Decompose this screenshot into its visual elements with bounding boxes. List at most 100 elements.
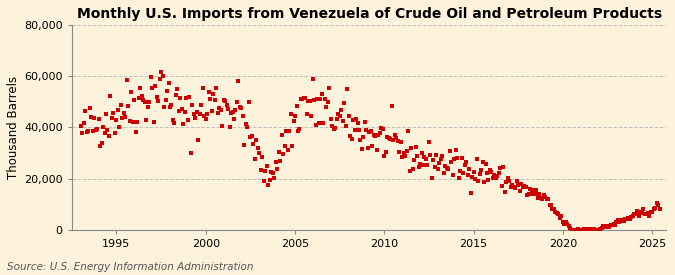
Point [88, 116, 99, 120]
Point [356, 147, 367, 151]
Point [444, 148, 455, 153]
Point [302, 112, 313, 116]
Point [310, 123, 321, 128]
Point [593, 228, 604, 232]
Point [285, 112, 296, 116]
Point [543, 197, 554, 201]
Point [135, 86, 146, 90]
Point [360, 120, 371, 124]
Point [589, 227, 599, 232]
Point [173, 109, 184, 114]
Point [333, 112, 344, 117]
Point [266, 170, 277, 174]
Point [577, 228, 588, 232]
Point [628, 214, 639, 218]
Point [647, 209, 657, 214]
Point [129, 98, 140, 102]
Point [404, 168, 415, 173]
Point [416, 150, 427, 155]
Point [566, 228, 577, 232]
Point [205, 97, 215, 101]
Point [517, 185, 528, 189]
Point [98, 125, 109, 130]
Point [373, 132, 384, 137]
Point [367, 144, 378, 148]
Point [273, 150, 284, 154]
Point [406, 146, 416, 150]
Point [215, 107, 226, 112]
Point [632, 209, 643, 214]
Point [568, 228, 578, 232]
Point [176, 106, 187, 111]
Point [156, 70, 167, 75]
Point [263, 183, 273, 188]
Point [161, 89, 172, 94]
Point [239, 143, 250, 147]
Point [144, 100, 155, 104]
Point [348, 118, 358, 122]
Point [124, 119, 135, 123]
Point [526, 188, 537, 192]
Point [111, 118, 122, 123]
Point [474, 172, 485, 176]
Point [622, 217, 632, 221]
Point [193, 138, 204, 142]
Point [349, 128, 360, 132]
Point [211, 85, 221, 90]
Point [454, 176, 464, 180]
Point [583, 227, 593, 232]
Point [523, 192, 534, 196]
Point [535, 196, 546, 200]
Point [350, 117, 361, 121]
Point [587, 228, 598, 232]
Point [439, 171, 450, 175]
Point [400, 154, 410, 158]
Point [637, 211, 647, 215]
Point [290, 114, 300, 119]
Point [294, 127, 305, 131]
Point [638, 207, 649, 211]
Point [142, 105, 153, 109]
Point [626, 215, 637, 220]
Point [120, 114, 131, 119]
Point [456, 155, 467, 160]
Point [650, 206, 661, 210]
Point [397, 155, 408, 160]
Point [139, 100, 150, 104]
Point [297, 97, 308, 101]
Point [117, 116, 128, 120]
Point [547, 207, 558, 211]
Point [364, 130, 375, 134]
Point [581, 228, 592, 232]
Point [255, 168, 266, 173]
Point [590, 228, 601, 232]
Point [532, 196, 543, 200]
Point [425, 153, 436, 157]
Point [257, 155, 268, 159]
Point [423, 140, 434, 144]
Point [76, 124, 86, 128]
Point [192, 110, 202, 114]
Point [269, 176, 279, 180]
Point [115, 103, 126, 107]
Point [366, 128, 377, 133]
Point [352, 120, 363, 125]
Point [616, 219, 626, 223]
Point [181, 96, 192, 101]
Point [203, 89, 214, 94]
Point [414, 162, 425, 167]
Point [477, 160, 488, 164]
Point [345, 133, 356, 138]
Point [248, 141, 259, 146]
Point [169, 121, 180, 125]
Point [103, 134, 114, 138]
Point [431, 153, 442, 157]
Point [186, 150, 196, 155]
Point [242, 124, 252, 129]
Point [481, 170, 492, 175]
Point [95, 144, 105, 148]
Point [537, 197, 547, 201]
Point [233, 79, 244, 84]
Point [303, 98, 314, 103]
Point [287, 144, 298, 149]
